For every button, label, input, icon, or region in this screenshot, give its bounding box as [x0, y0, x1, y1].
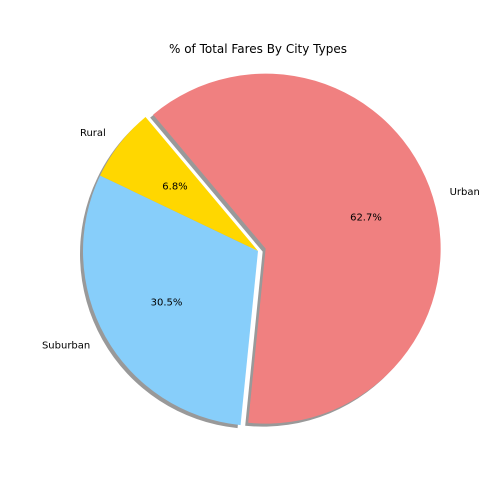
slice-label-rural: Rural [80, 128, 106, 139]
slice-suburban [82, 175, 258, 426]
slice-percent-suburban: 30.5% [151, 298, 183, 309]
slice-rural [100, 116, 258, 251]
slice-percent-rural: 6.8% [162, 182, 187, 193]
slice-urban [153, 73, 441, 424]
slice-label-suburban: Suburban [42, 340, 90, 351]
chart-title: % of Total Fares By City Types [169, 42, 347, 56]
pie-slice-layer [82, 73, 441, 426]
slice-label-urban: Urban [450, 187, 480, 198]
pie-label-layer: Rural 6.8% Suburban 30.5% Urban 62.7% [42, 128, 480, 351]
slice-percent-urban: 62.7% [350, 213, 382, 224]
